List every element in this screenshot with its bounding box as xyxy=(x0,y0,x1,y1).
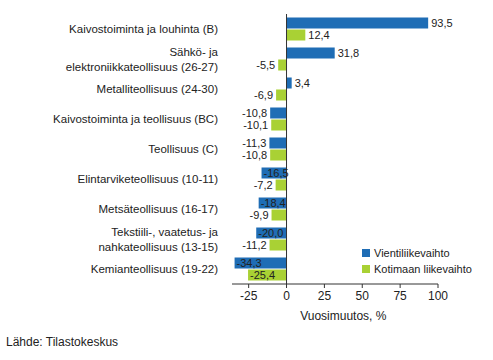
category-label: Kemianteollisuus (19-22) xyxy=(91,263,218,275)
x-tick xyxy=(248,284,249,288)
legend-swatch xyxy=(362,249,370,257)
category-line: elektroniikkateollisuus (26-27) xyxy=(66,61,218,73)
x-tick-label: 25 xyxy=(318,289,332,303)
legend-label: Vientiliikevaihto xyxy=(374,247,450,259)
category-label: Metalliteollisuus (24-30) xyxy=(97,83,219,95)
category-label: Elintarviketeollisuus (10-11) xyxy=(78,173,219,185)
data-label: -10,8 xyxy=(242,107,267,119)
x-tick xyxy=(362,284,363,288)
x-tick xyxy=(438,284,439,288)
x-tick xyxy=(286,284,287,288)
category-line: Metsäteollisuus (16-17) xyxy=(98,203,218,215)
legend-label: Kotimaan liikevaihto xyxy=(374,263,472,275)
category-line: Elintarviketeollisuus (10-11) xyxy=(78,173,219,185)
x-tick-label: 100 xyxy=(428,289,448,303)
bar xyxy=(272,210,287,221)
data-label: 12,4 xyxy=(308,29,329,41)
data-label: 93,5 xyxy=(431,17,452,29)
data-label: -11,2 xyxy=(242,239,266,251)
category-line: Tekstiili-, vaatetus- ja xyxy=(111,226,218,238)
category-label: Kaivostoiminta ja teollisuus (BC) xyxy=(53,113,218,125)
source: Lähde: Tilastokeskus xyxy=(6,335,118,349)
category-line: Kaivostoiminta ja teollisuus (BC) xyxy=(53,113,218,125)
bar xyxy=(270,108,286,119)
bar xyxy=(276,90,286,101)
x-tick-label: 0 xyxy=(283,289,290,303)
data-label: -18,4 xyxy=(261,197,286,209)
data-label: -5,5 xyxy=(256,59,275,71)
bar xyxy=(270,240,287,251)
zero-line xyxy=(286,14,287,284)
x-tick-label: -25 xyxy=(240,289,258,303)
data-label: -34,3 xyxy=(237,257,262,269)
data-label: 3,4 xyxy=(295,77,310,89)
category-label: Teollisuus (C) xyxy=(148,143,218,155)
legend-swatch xyxy=(362,265,370,273)
bar xyxy=(235,258,287,269)
category-label: Metsäteollisuus (16-17) xyxy=(98,203,218,215)
data-label: -10,1 xyxy=(243,119,268,131)
category-label: Tekstiili-, vaatetus- ja nahkateollisuus … xyxy=(98,226,218,253)
category-label: Kaivostoiminta ja louhinta (B) xyxy=(69,23,218,35)
bar xyxy=(248,270,286,281)
x-tick-label: 50 xyxy=(356,289,370,303)
x-axis-label: Vuosimuutos, % xyxy=(300,309,387,323)
bar xyxy=(269,138,286,149)
bar xyxy=(287,48,335,59)
bar xyxy=(271,120,286,131)
data-label: -20,0 xyxy=(258,227,283,239)
data-label: -7,2 xyxy=(254,179,273,191)
bar xyxy=(287,30,306,41)
category-line: nahkateollisuus (13-15) xyxy=(98,241,218,253)
category-label: Sähkö- ja elektroniikkateollisuus (26-27) xyxy=(66,46,219,73)
data-label: -11,3 xyxy=(242,137,266,149)
category-line: Teollisuus (C) xyxy=(148,143,218,155)
bar xyxy=(278,60,286,71)
x-tick xyxy=(324,284,325,288)
category-line: Kemianteollisuus (19-22) xyxy=(91,263,218,275)
bar xyxy=(270,150,286,161)
bar xyxy=(256,228,286,239)
x-tick xyxy=(400,284,401,288)
bars xyxy=(235,18,429,281)
data-label: -9,9 xyxy=(250,209,269,221)
category-line: Metalliteollisuus (24-30) xyxy=(97,83,219,95)
data-label: -10,8 xyxy=(242,149,267,161)
category-line: Kaivostoiminta ja louhinta (B) xyxy=(69,23,218,35)
bar xyxy=(259,198,287,209)
bar xyxy=(287,18,429,29)
data-label: -6,9 xyxy=(254,89,273,101)
data-label: 31,8 xyxy=(338,47,359,59)
category-line: Sähkö- ja xyxy=(169,46,218,58)
bar xyxy=(276,180,287,191)
x-axis-line xyxy=(232,284,438,285)
data-label: -16,5 xyxy=(264,167,289,179)
x-tick-label: 75 xyxy=(393,289,407,303)
data-label: -25,4 xyxy=(250,269,275,281)
bar xyxy=(287,78,292,89)
